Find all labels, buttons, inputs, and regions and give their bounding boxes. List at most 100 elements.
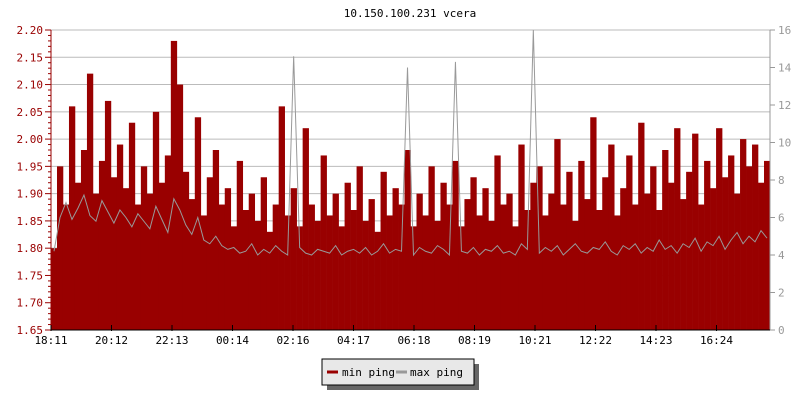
- min-ping-bar: [554, 139, 561, 330]
- min-ping-bar: [314, 220, 321, 330]
- min-ping-bar: [170, 40, 178, 331]
- min-ping-bar: [512, 226, 519, 330]
- min-ping-bar: [152, 111, 160, 331]
- min-ping-bar: [182, 171, 190, 330]
- left-tick-label: 2.10: [17, 79, 44, 92]
- min-ping-bar: [722, 177, 729, 330]
- min-ping-bar: [578, 160, 585, 330]
- min-ping-bar: [560, 204, 567, 330]
- min-ping-bar: [176, 84, 184, 330]
- min-ping-bar: [686, 171, 693, 330]
- x-tick-label: 00:14: [216, 334, 249, 347]
- x-tick-label: 18:11: [34, 334, 67, 347]
- min-ping-bar: [710, 188, 717, 330]
- min-ping-bar: [56, 166, 64, 330]
- min-ping-bar: [446, 204, 453, 330]
- min-ping-bar: [728, 155, 735, 330]
- right-tick-label: 10: [778, 137, 791, 150]
- min-ping-bar: [272, 204, 279, 330]
- min-ping-bar: [422, 215, 429, 330]
- axes: 1.65 1.70 1.75 1.80 1.85 1.90 1.95 2.00 2.05 2.10…: [17, 24, 792, 347]
- min-ping-bar: [482, 188, 489, 330]
- x-tick-label: 22:13: [155, 334, 188, 347]
- min-ping-bar: [308, 204, 315, 330]
- min-ping-bar: [626, 155, 633, 330]
- x-tick-label: 08:19: [458, 334, 491, 347]
- min-ping-bar: [278, 106, 285, 330]
- left-tick-label: 1.85: [17, 215, 44, 228]
- min-ping-bar: [188, 199, 196, 330]
- left-tick-label: 1.80: [17, 242, 44, 255]
- min-ping-bar: [752, 144, 759, 330]
- min-ping-bar: [500, 204, 507, 330]
- min-ping-bar: [704, 160, 711, 330]
- left-tick-label: 1.90: [17, 188, 44, 201]
- min-ping-bar: [368, 199, 375, 330]
- min-ping-bar: [590, 117, 597, 330]
- min-ping-bar: [662, 150, 669, 330]
- min-ping-bar: [740, 139, 747, 330]
- min-ping-bar: [110, 177, 118, 330]
- min-ping-bar: [428, 166, 435, 330]
- x-tick-label: 16:24: [700, 334, 733, 347]
- left-tick-label: 2.00: [17, 133, 44, 146]
- min-ping-bar: [620, 188, 627, 330]
- min-ping-bar: [566, 171, 573, 330]
- min-ping-bar: [434, 220, 441, 330]
- min-ping-bar: [764, 160, 771, 330]
- chart-title: 10.150.100.231 vcera: [344, 7, 476, 20]
- min-ping-bar: [242, 210, 250, 330]
- min-ping-bar: [350, 210, 357, 330]
- min-ping-bar: [158, 182, 166, 330]
- min-ping-bar: [530, 182, 537, 330]
- left-tick-label: 1.65: [17, 324, 44, 337]
- min-ping-bar: [362, 220, 369, 330]
- x-tick-label: 06:18: [397, 334, 430, 347]
- min-ping-bar: [488, 220, 495, 330]
- max-ping-line: [53, 29, 768, 257]
- min-ping-bar: [356, 166, 363, 330]
- left-tick-label: 2.15: [17, 51, 44, 64]
- min-ping-bar: [656, 210, 663, 330]
- min-ping-bar: [200, 215, 208, 330]
- min-ping-bar: [494, 155, 501, 330]
- x-tick-label: 04:17: [337, 334, 370, 347]
- min-ping-bar: [458, 226, 465, 330]
- min-ping-bar: [584, 199, 591, 330]
- min-ping-bar: [206, 177, 214, 330]
- min-ping-bar: [410, 226, 417, 330]
- min-ping-bar: [572, 220, 579, 330]
- x-tick-label: 10:21: [518, 334, 551, 347]
- min-ping-bar: [470, 177, 477, 330]
- min-ping-bar: [548, 193, 555, 330]
- min-ping-bar: [416, 193, 423, 330]
- min-ping-bar: [518, 144, 525, 330]
- x-tick-label: 12:22: [579, 334, 612, 347]
- min-ping-bar: [440, 182, 447, 330]
- min-ping-bar: [542, 215, 549, 330]
- min-ping-bar: [122, 188, 130, 330]
- right-tick-label: 0: [778, 324, 785, 337]
- min-ping-bar: [464, 199, 471, 330]
- min-ping-bar: [146, 193, 154, 330]
- min-ping-bar: [236, 160, 244, 330]
- min-ping-bar: [164, 155, 172, 330]
- min-ping-bar: [392, 188, 399, 330]
- min-ping-bar: [374, 231, 381, 330]
- min-ping-bar: [212, 150, 220, 330]
- legend-label-max-ping: max ping: [410, 366, 463, 379]
- min-ping-bar: [290, 188, 297, 330]
- right-tick-label: 2: [778, 287, 785, 300]
- min-ping-bar: [248, 193, 256, 330]
- min-ping-bar: [386, 215, 393, 330]
- min-ping-bar: [632, 204, 639, 330]
- min-ping-bar: [134, 204, 142, 330]
- min-ping-bar: [332, 193, 339, 330]
- min-ping-bar: [644, 193, 651, 330]
- min-ping-bar: [524, 210, 531, 330]
- min-ping-bar: [608, 144, 615, 330]
- min-ping-bar: [326, 215, 333, 330]
- min-ping-bar: [116, 144, 124, 330]
- min-ping-bar: [746, 166, 753, 330]
